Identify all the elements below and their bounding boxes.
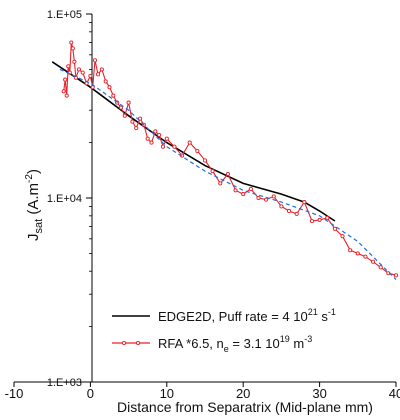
data-point [103,79,108,84]
data-point [107,85,112,90]
data-point [130,119,135,124]
data-point [95,72,101,77]
y-tick-label: 1.E+03 [47,377,82,389]
legend-label-edge2d: EDGE2D, Puff rate = 4 1021 s-1 [158,307,336,324]
legend-label-rfa: RFA *6.5, ne = 3.1 1019 m-3 [158,334,312,354]
series-line-1 [63,42,397,276]
data-point [294,211,299,216]
x-axis-label: Distance from Separatrix (Mid-plane mm) [117,399,373,415]
legend: EDGE2D, Puff rate = 4 1021 s-1 RFA *6.5,… [112,307,336,354]
data-point [241,192,246,197]
data-point [355,251,360,256]
data-point [157,132,162,138]
data-point [302,200,307,205]
data-point [271,194,276,199]
series-line-0 [51,61,336,222]
data-point [256,195,261,201]
data-point [149,140,154,145]
x-tick-label: 20 [236,386,250,401]
data-point [76,67,81,72]
data-point [61,89,66,94]
data-point [118,105,124,110]
data-point [218,181,223,186]
data-point [393,273,399,278]
data-point [64,93,69,98]
data-point [153,129,158,134]
data-point [134,125,139,131]
data-point [122,113,127,118]
data-point [172,144,177,149]
data-point [72,59,77,64]
data-point [63,77,68,82]
data-point [160,144,166,149]
legend-marker-rfa-2 [135,340,141,346]
data-point [138,116,143,121]
data-point [279,204,284,209]
data-point [111,93,116,98]
data-point [195,148,200,154]
data-point [332,226,337,231]
data-point [99,67,104,72]
data-point [363,254,368,259]
tick-labels: -10 0 10 20 30 40 1.E+03 1.E+04 1.E+05 [5,9,400,401]
data-point [66,64,71,69]
data-point [378,265,383,270]
data-point [202,158,208,163]
x-tick-label: 40 [389,386,400,401]
data-point [225,171,230,177]
data-point [264,197,269,202]
data-point [88,74,93,79]
data-point [69,40,74,45]
x-tick-label: 0 [87,386,94,401]
y-tick-label: 1.E+05 [47,9,82,21]
data-point [164,136,169,141]
data-point [210,169,215,174]
y-axis-label: Jsat (A.m-2) [24,169,45,241]
data-point [309,218,315,224]
data-point [70,46,75,51]
data-point [126,100,131,105]
data-point [348,248,353,253]
y-tick-label: 1.E+04 [47,193,82,205]
series-line-2 [59,68,397,281]
x-tick-label: 30 [312,386,326,401]
data-point [317,217,322,222]
data-point [233,188,238,193]
data-point [248,186,253,191]
data-point [145,136,150,141]
data-point [187,140,192,145]
data-point [92,58,98,63]
legend-marker-rfa-1 [121,340,127,346]
series-layer [51,40,399,281]
data-point [80,70,85,75]
data-point [340,234,345,239]
x-tick-label: -10 [5,386,24,401]
data-point [325,215,330,220]
data-point [371,259,376,264]
x-tick-label: 10 [160,386,174,401]
data-point [286,208,292,214]
